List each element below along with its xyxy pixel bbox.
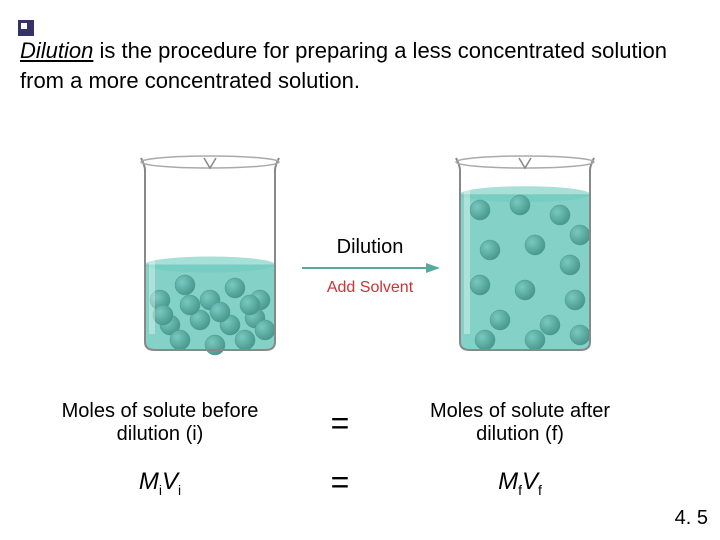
title-term: Dilution xyxy=(20,38,93,63)
eq1-mid: = xyxy=(270,405,410,442)
equation-row-1: Moles of solute before dilution (i) = Mo… xyxy=(50,400,650,446)
title-text: Dilution is the procedure for preparing … xyxy=(20,36,680,95)
slide-number: 4. 5 xyxy=(675,507,708,530)
beaker-before xyxy=(125,140,295,360)
eq2-right: MfVf xyxy=(410,468,630,498)
equation-row-2: MiVi = MfVf xyxy=(50,464,650,501)
arrow-group: Dilution Add Solvent xyxy=(300,236,440,297)
eq2-mid: = xyxy=(270,464,410,501)
arrow-label-bottom: Add Solvent xyxy=(300,279,440,297)
eq1-right: Moles of solute after dilution (f) xyxy=(410,400,630,446)
title-rest: is the procedure for preparing a less co… xyxy=(20,38,667,93)
dilution-diagram: Dilution Add Solvent xyxy=(0,130,720,390)
arrow-icon xyxy=(300,261,440,275)
arrow-label-top: Dilution xyxy=(300,236,440,259)
eq2-left: MiVi xyxy=(50,468,270,498)
eq1-left: Moles of solute before dilution (i) xyxy=(50,400,270,446)
equation-table: Moles of solute before dilution (i) = Mo… xyxy=(50,400,650,519)
beaker-after xyxy=(440,140,610,360)
bullet-decor xyxy=(18,20,34,36)
